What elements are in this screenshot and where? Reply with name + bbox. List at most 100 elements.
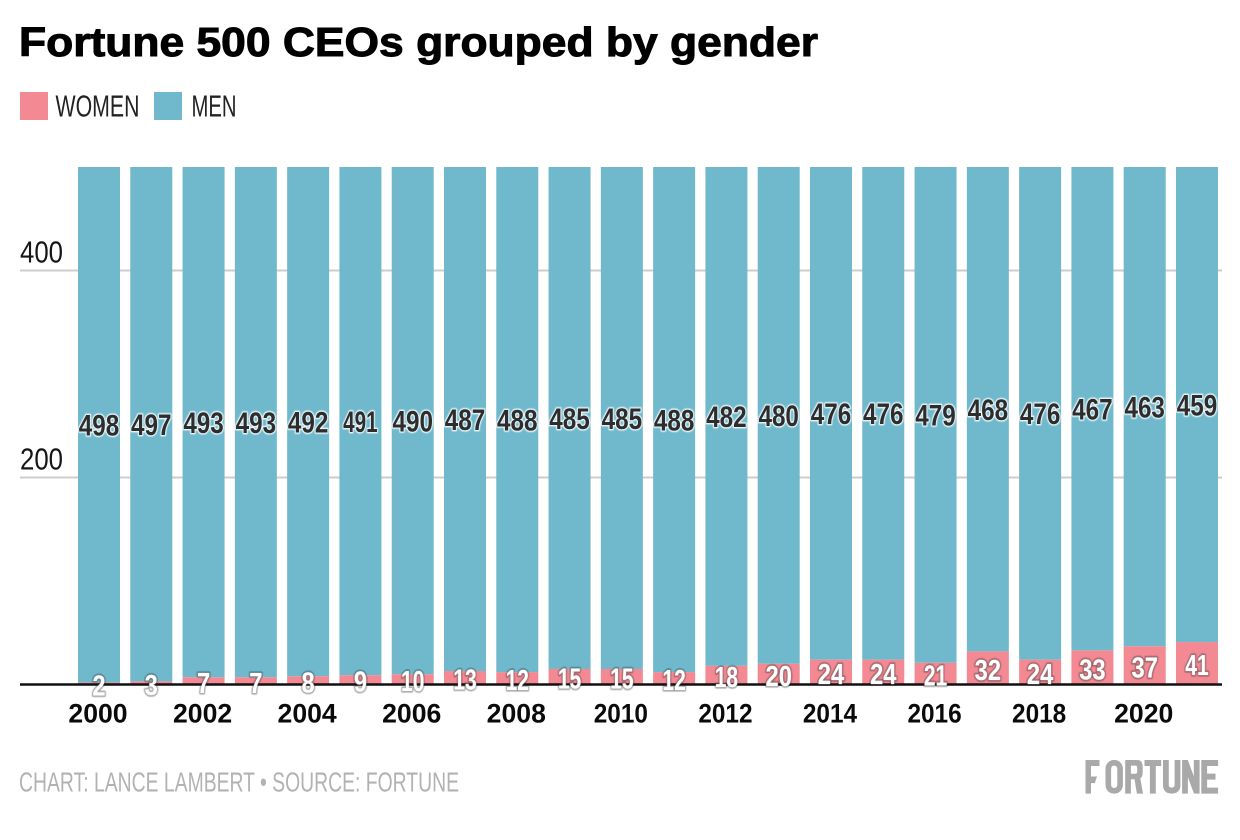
svg-text:24: 24 — [870, 659, 896, 691]
svg-text:24: 24 — [1027, 659, 1053, 691]
svg-text:488: 488 — [654, 404, 695, 437]
svg-text:493: 493 — [183, 407, 224, 440]
svg-text:20: 20 — [766, 661, 792, 693]
svg-text:463: 463 — [1124, 391, 1165, 424]
svg-text:24: 24 — [870, 659, 896, 691]
svg-text:487: 487 — [445, 404, 486, 437]
svg-text:488: 488 — [497, 404, 538, 437]
svg-text:32: 32 — [975, 655, 1001, 687]
svg-text:2: 2 — [92, 670, 105, 702]
svg-text:490: 490 — [392, 405, 433, 438]
svg-text:18: 18 — [715, 662, 738, 694]
svg-text:479: 479 — [915, 400, 956, 433]
svg-text:41: 41 — [1185, 650, 1208, 682]
svg-text:20: 20 — [766, 661, 792, 693]
svg-text:479: 479 — [915, 400, 956, 433]
svg-text:8: 8 — [302, 667, 315, 699]
svg-text:CHART: LANCE LAMBERT • SOURCE:: CHART: LANCE LAMBERT • SOURCE: FORTUNE — [19, 766, 459, 797]
svg-text:7: 7 — [197, 668, 210, 700]
svg-text:468: 468 — [968, 394, 1009, 427]
svg-text:15: 15 — [558, 664, 581, 696]
svg-text:480: 480 — [758, 400, 799, 433]
svg-text:3: 3 — [145, 670, 158, 702]
svg-text:497: 497 — [131, 409, 172, 442]
svg-text:2020: 2020 — [1114, 699, 1173, 729]
svg-text:492: 492 — [288, 406, 329, 439]
svg-text:491: 491 — [343, 406, 378, 439]
svg-text:476: 476 — [1020, 398, 1061, 431]
svg-text:24: 24 — [818, 659, 844, 691]
svg-text:2008: 2008 — [487, 699, 546, 729]
svg-text:476: 476 — [811, 398, 852, 431]
svg-text:24: 24 — [1027, 659, 1053, 691]
svg-text:498: 498 — [79, 410, 120, 443]
svg-text:498: 498 — [79, 410, 120, 443]
svg-text:10: 10 — [401, 666, 424, 698]
svg-text:476: 476 — [811, 398, 852, 431]
svg-text:12: 12 — [506, 665, 529, 697]
svg-text:37: 37 — [1132, 652, 1158, 684]
svg-text:467: 467 — [1072, 393, 1113, 426]
svg-text:2012: 2012 — [698, 699, 752, 729]
svg-text:488: 488 — [497, 404, 538, 437]
svg-text:490: 490 — [392, 405, 433, 438]
svg-text:WOMEN: WOMEN — [56, 90, 140, 124]
svg-text:9: 9 — [354, 667, 367, 699]
svg-text:MEN: MEN — [192, 90, 237, 124]
svg-text:459: 459 — [1177, 389, 1218, 422]
svg-text:21: 21 — [924, 661, 947, 693]
svg-text:13: 13 — [453, 665, 476, 697]
svg-text:485: 485 — [602, 403, 643, 436]
svg-text:493: 493 — [236, 407, 277, 440]
svg-text:13: 13 — [453, 665, 476, 697]
svg-text:24: 24 — [818, 659, 844, 691]
svg-text:37: 37 — [1132, 652, 1158, 684]
svg-text:33: 33 — [1079, 654, 1105, 686]
svg-text:33: 33 — [1079, 654, 1105, 686]
svg-text:12: 12 — [662, 665, 685, 697]
svg-text:12: 12 — [506, 665, 529, 697]
svg-text:2: 2 — [92, 670, 105, 702]
svg-text:15: 15 — [558, 664, 581, 696]
svg-text:12: 12 — [662, 665, 685, 697]
svg-text:2002: 2002 — [173, 699, 232, 729]
svg-text:2014: 2014 — [803, 699, 857, 729]
svg-text:480: 480 — [758, 400, 799, 433]
svg-text:9: 9 — [354, 667, 367, 699]
svg-text:487: 487 — [445, 404, 486, 437]
svg-text:482: 482 — [706, 401, 747, 434]
svg-text:7: 7 — [249, 668, 262, 700]
svg-text:493: 493 — [236, 407, 277, 440]
svg-text:485: 485 — [549, 403, 590, 436]
svg-text:476: 476 — [1020, 398, 1061, 431]
svg-text:Fortune 500 CEOs grouped by ge: Fortune 500 CEOs grouped by gender — [19, 19, 818, 65]
svg-text:491: 491 — [343, 406, 378, 439]
svg-text:463: 463 — [1124, 391, 1165, 424]
svg-text:32: 32 — [975, 655, 1001, 687]
svg-text:400: 400 — [20, 235, 63, 270]
svg-text:2016: 2016 — [907, 699, 961, 729]
svg-text:488: 488 — [654, 404, 695, 437]
svg-text:200: 200 — [20, 442, 63, 477]
svg-text:7: 7 — [249, 668, 262, 700]
svg-text:10: 10 — [401, 666, 424, 698]
svg-text:2004: 2004 — [278, 699, 337, 729]
svg-text:476: 476 — [863, 398, 904, 431]
svg-text:485: 485 — [549, 403, 590, 436]
svg-text:492: 492 — [288, 406, 329, 439]
svg-text:15: 15 — [610, 664, 633, 696]
svg-text:15: 15 — [610, 664, 633, 696]
svg-text:18: 18 — [715, 662, 738, 694]
svg-text:7: 7 — [197, 668, 210, 700]
svg-text:2000: 2000 — [68, 699, 127, 729]
svg-text:468: 468 — [968, 394, 1009, 427]
svg-text:2006: 2006 — [382, 699, 441, 729]
svg-text:493: 493 — [183, 407, 224, 440]
svg-text:41: 41 — [1185, 650, 1208, 682]
svg-text:2018: 2018 — [1012, 699, 1066, 729]
svg-text:482: 482 — [706, 401, 747, 434]
svg-text:476: 476 — [863, 398, 904, 431]
svg-text:467: 467 — [1072, 393, 1113, 426]
svg-text:497: 497 — [131, 409, 172, 442]
svg-text:2010: 2010 — [594, 699, 648, 729]
